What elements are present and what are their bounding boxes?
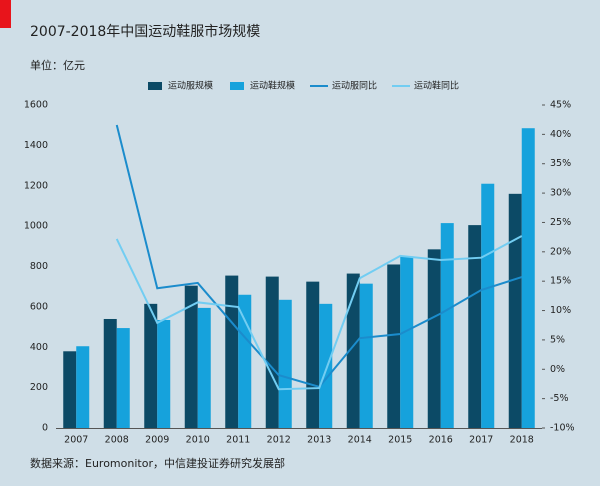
bar [103, 318, 117, 428]
x-tick-label: 2015 [388, 435, 412, 446]
bar [76, 346, 90, 428]
y-tick-label: 1000 [24, 221, 48, 232]
source-note: 数据来源：Euromonitor，中信建投证券研究发展部 [30, 456, 285, 470]
bar [440, 223, 454, 428]
chart-title: 2007-2018年中国运动鞋服市场规模 [30, 23, 260, 40]
y2-tick-label: 25% [550, 217, 571, 228]
bar [197, 307, 211, 428]
legend-label: 运动鞋规模 [250, 80, 295, 92]
bar [306, 281, 320, 428]
bar [387, 264, 401, 428]
y2-tick-label: -10% [550, 423, 575, 434]
y-tick-label: 1200 [24, 180, 48, 191]
unit-label: 单位：亿元 [30, 58, 85, 72]
y2-tick-label: 30% [550, 188, 571, 199]
bar [157, 319, 171, 428]
x-tick-label: 2018 [510, 435, 534, 446]
x-tick-label: 2014 [348, 435, 372, 446]
x-tick-label: 2008 [105, 435, 129, 446]
bar [346, 273, 360, 428]
y2-tick-label: 0% [550, 364, 565, 375]
legend-label: 运动服规模 [168, 81, 213, 92]
x-tick-label: 2009 [145, 435, 169, 446]
x-tick-label: 2010 [186, 435, 210, 446]
bar [481, 183, 495, 428]
bar [427, 249, 441, 428]
y-tick-label: 600 [30, 301, 48, 312]
legend-swatch [230, 82, 244, 90]
bar [265, 276, 279, 428]
y2-tick-label: 5% [550, 334, 565, 345]
y-tick-label: 1600 [24, 100, 48, 111]
bar [63, 351, 77, 428]
legend-label: 运动服同比 [332, 80, 377, 92]
bar [116, 328, 130, 428]
x-tick-label: 2017 [469, 435, 493, 446]
y-tick-label: 400 [30, 342, 48, 353]
bar [238, 294, 252, 428]
line-series [115, 235, 523, 391]
bar [225, 275, 239, 428]
bar [468, 225, 482, 428]
y-tick-label: 1400 [24, 140, 48, 151]
accent-block [0, 0, 11, 28]
y2-tick-label: 20% [550, 246, 571, 257]
y2-tick-label: -5% [550, 393, 569, 404]
x-tick-label: 2016 [429, 435, 453, 446]
y2-tick-label: 10% [550, 305, 571, 316]
y2-tick-label: 35% [550, 158, 571, 169]
bar [359, 283, 373, 428]
y-tick-label: 800 [30, 261, 48, 272]
bar [319, 303, 333, 428]
x-tick-label: 2011 [226, 435, 250, 446]
legend-swatch [148, 82, 162, 90]
x-tick-label: 2013 [307, 435, 331, 446]
y2-tick-label: 15% [550, 276, 571, 287]
bar [508, 193, 522, 428]
bar [184, 285, 198, 428]
legend-label: 运动鞋同比 [414, 80, 459, 92]
y-tick-label: 200 [30, 382, 48, 393]
y-tick-label: 0 [42, 423, 48, 434]
bar [521, 128, 535, 428]
bar [144, 303, 158, 428]
bar [400, 256, 414, 428]
y2-tick-label: 45% [550, 100, 571, 111]
y2-tick-label: 40% [550, 129, 571, 140]
bar [278, 299, 292, 428]
x-tick-label: 2012 [267, 435, 291, 446]
x-tick-label: 2007 [64, 435, 88, 446]
